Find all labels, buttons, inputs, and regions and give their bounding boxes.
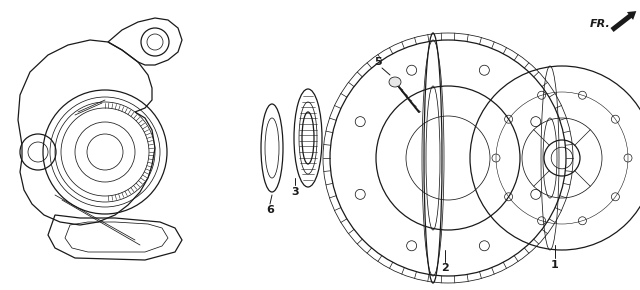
Text: 6: 6: [266, 205, 274, 215]
Text: 2: 2: [441, 263, 449, 273]
FancyArrow shape: [611, 11, 636, 32]
Ellipse shape: [389, 77, 401, 87]
Text: FR.: FR.: [590, 19, 611, 29]
Text: 1: 1: [551, 260, 559, 270]
Text: 3: 3: [291, 187, 299, 197]
Text: 5: 5: [374, 57, 382, 67]
